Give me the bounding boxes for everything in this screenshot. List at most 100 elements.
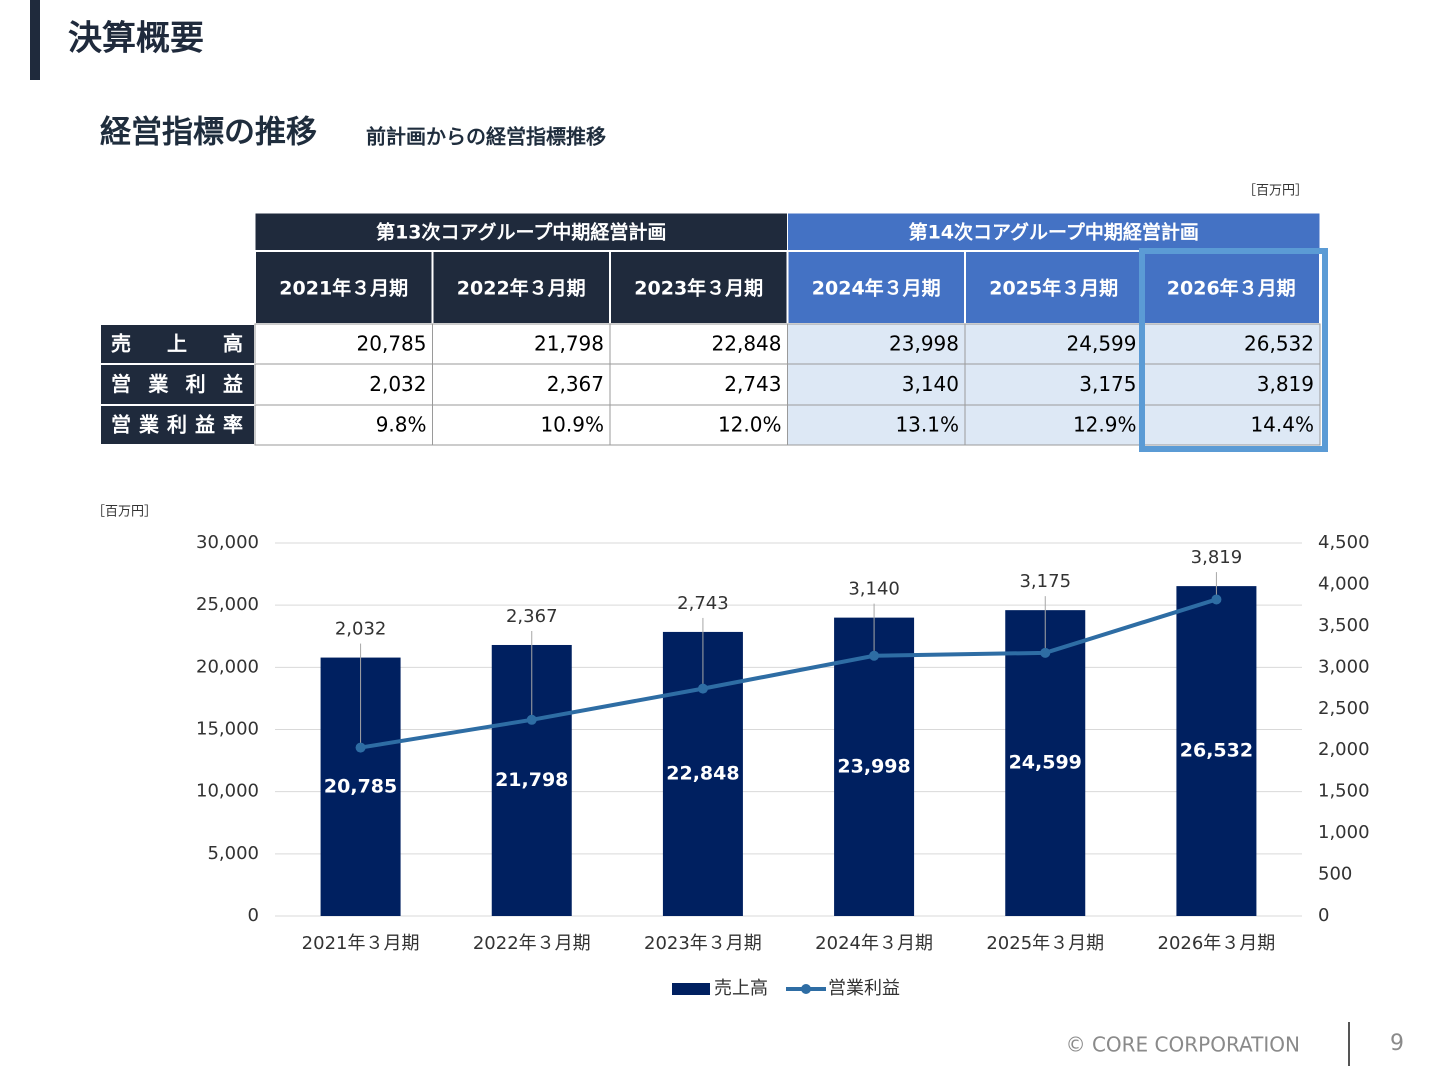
line-point xyxy=(1211,594,1222,605)
section-subtitle: 前計画からの経営指標推移 xyxy=(366,125,606,149)
page-title: 決算概要 xyxy=(68,19,204,59)
highlight-frame xyxy=(1139,248,1328,452)
x-tick-label: 2024年３月期 xyxy=(815,933,933,954)
x-tick-label: 2021年３月期 xyxy=(302,933,420,954)
table-cell xyxy=(609,404,788,446)
line-point xyxy=(1040,647,1051,658)
title-bar xyxy=(30,0,40,80)
x-tick-label: 2026年３月期 xyxy=(1158,933,1276,954)
table-cell xyxy=(432,363,611,406)
cell-value: 2,032 xyxy=(369,372,426,396)
y-tick-label: 10,000 xyxy=(196,781,259,802)
table-cell xyxy=(254,404,433,446)
y2-tick-label: 3,000 xyxy=(1318,656,1370,677)
table-cell xyxy=(787,404,966,446)
copyright: © CORE CORPORATION xyxy=(1066,1033,1300,1057)
cell-value: 9.8% xyxy=(376,413,427,437)
table-cell xyxy=(1142,404,1321,446)
y2-tick-label: 2,000 xyxy=(1318,739,1370,760)
y2-tick-label: 1,000 xyxy=(1318,822,1370,843)
table-cell xyxy=(964,323,1143,365)
table-cell xyxy=(1142,363,1321,406)
column-header: 2024年３月期 xyxy=(812,277,941,300)
bar-label: 20,785 xyxy=(324,775,397,797)
legend-label: 営業利益 xyxy=(828,978,900,999)
line-point xyxy=(869,650,880,661)
column-header: 2023年３月期 xyxy=(634,277,763,300)
cell-value: 3,175 xyxy=(1079,372,1136,396)
bar xyxy=(1005,610,1086,916)
cell-value: 3,819 xyxy=(1257,372,1314,396)
y-tick-label: 25,000 xyxy=(196,594,259,615)
cell-value: 13.1% xyxy=(895,413,959,437)
x-tick-label: 2023年３月期 xyxy=(644,933,762,954)
table-cell xyxy=(964,404,1143,446)
line-label: 3,819 xyxy=(1191,547,1243,568)
table-cell xyxy=(432,323,611,365)
chart-unit: ［百万円］ xyxy=(92,505,157,520)
column-header-cell xyxy=(1141,250,1321,325)
bar-label: 26,532 xyxy=(1180,740,1253,762)
line-point xyxy=(526,714,537,725)
bar-label: 24,599 xyxy=(1009,752,1082,774)
line-point xyxy=(355,742,366,753)
table-cell xyxy=(787,323,966,365)
line-label: 2,367 xyxy=(506,606,558,627)
line xyxy=(360,597,1218,750)
cell-value: 12.9% xyxy=(1073,413,1137,437)
bar-label: 22,848 xyxy=(666,762,739,784)
cell-value: 2,743 xyxy=(724,372,781,396)
row-header-cell xyxy=(99,323,256,365)
cell-value: 20,785 xyxy=(357,332,427,356)
line-label: 3,140 xyxy=(848,579,900,600)
y2-tick-label: 500 xyxy=(1318,864,1352,885)
bar xyxy=(834,617,915,916)
cell-value: 3,140 xyxy=(902,372,959,396)
table-cell xyxy=(432,404,611,446)
table-cell xyxy=(609,323,788,365)
y2-tick-label: 3,500 xyxy=(1318,615,1370,636)
cell-value: 24,599 xyxy=(1067,332,1137,356)
y-tick-label: 5,000 xyxy=(207,843,259,864)
group-header: 第13次コアグループ中期経営計画 xyxy=(376,221,666,244)
section-title: 経営指標の推移 xyxy=(100,115,317,151)
y2-tick-label: 2,500 xyxy=(1318,698,1370,719)
line-label: 2,743 xyxy=(677,593,729,614)
column-header: 2026年３月期 xyxy=(1167,277,1296,300)
cell-value: 21,798 xyxy=(534,332,604,356)
line-point xyxy=(697,683,708,694)
group-header-cell xyxy=(787,212,1321,252)
y-tick-label: 20,000 xyxy=(196,656,259,677)
y2-tick-label: 1,500 xyxy=(1318,781,1370,802)
legend-swatch-marker xyxy=(801,984,811,994)
legend-swatch xyxy=(672,983,710,995)
y2-tick-label: 4,500 xyxy=(1318,532,1370,553)
cell-value: 22,848 xyxy=(712,332,782,356)
cell-value: 10.9% xyxy=(540,413,604,437)
bar xyxy=(1176,586,1257,916)
row-header: 営業利益率 xyxy=(111,413,243,437)
table-cell xyxy=(609,363,788,406)
x-tick-label: 2022年３月期 xyxy=(473,933,591,954)
line-label: 2,032 xyxy=(335,619,387,640)
y-tick-label: 0 xyxy=(248,905,259,926)
row-header: 売上高 xyxy=(111,332,243,356)
legend-label: 売上高 xyxy=(714,978,768,999)
line-label: 3,175 xyxy=(1019,571,1071,592)
column-header: 2022年３月期 xyxy=(457,277,586,300)
table-cell xyxy=(787,363,966,406)
y2-tick-label: 4,000 xyxy=(1318,573,1370,594)
bar-label: 21,798 xyxy=(495,769,568,791)
cell-value: 14.4% xyxy=(1250,413,1314,437)
column-header: 2021年３月期 xyxy=(279,277,408,300)
cell-value: 12.0% xyxy=(718,413,782,437)
x-tick-label: 2025年３月期 xyxy=(986,933,1104,954)
column-header-cell xyxy=(786,250,966,325)
cell-value: 26,532 xyxy=(1244,332,1314,356)
bar-label: 23,998 xyxy=(837,755,910,777)
table-unit: ［百万円］ xyxy=(1243,184,1308,199)
column-header: 2025年３月期 xyxy=(989,277,1118,300)
page-number: 9 xyxy=(1390,1031,1404,1056)
